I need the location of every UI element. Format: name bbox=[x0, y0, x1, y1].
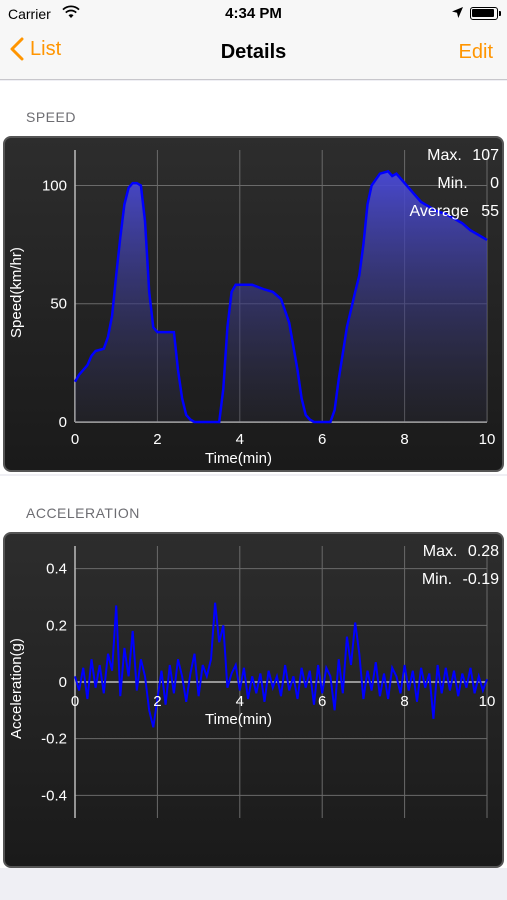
accel-y-tick-label: -0.2 bbox=[41, 731, 67, 748]
speed-max-label: Max. bbox=[427, 147, 462, 164]
edit-button[interactable]: Edit bbox=[458, 41, 493, 63]
speed-min-stat: Min. 0 bbox=[437, 175, 499, 192]
bottom-spacer bbox=[0, 868, 507, 900]
chevron-left-icon bbox=[10, 37, 24, 61]
speed-average-label: Average bbox=[409, 203, 468, 220]
speed-max-value: 107 bbox=[472, 147, 499, 164]
speed-average-value: 55 bbox=[481, 203, 499, 220]
accel-x-tick-label: 10 bbox=[479, 693, 496, 710]
speed-x-axis-label: Time(min) bbox=[205, 450, 272, 467]
acceleration-max-value: 0.28 bbox=[468, 543, 499, 560]
acceleration-min-stat: Min. -0.19 bbox=[422, 571, 499, 588]
accel-y-tick-label: 0.4 bbox=[46, 561, 67, 578]
carrier-label: Carrier bbox=[8, 6, 51, 22]
navigation-bar: List Details Edit bbox=[0, 28, 507, 80]
speed-section-header: SPEED bbox=[26, 109, 76, 125]
back-button-label: List bbox=[30, 37, 62, 60]
accel-x-tick-label: 2 bbox=[153, 693, 161, 710]
status-time: 4:34 PM bbox=[225, 5, 282, 22]
accel-y-tick-label: 0 bbox=[59, 674, 67, 691]
acceleration-section-header: ACCELERATION bbox=[26, 505, 140, 521]
acceleration-max-label: Max. bbox=[423, 543, 458, 560]
acceleration-y-axis-label: Acceleration(g) bbox=[8, 638, 25, 739]
acceleration-min-value: -0.19 bbox=[463, 571, 500, 588]
accel-y-tick-label: 0.2 bbox=[46, 617, 67, 634]
speed-series-line bbox=[73, 169, 488, 424]
speed-x-tick-label: 8 bbox=[400, 431, 408, 448]
speed-y-tick-label: 0 bbox=[59, 414, 67, 431]
acceleration-chart: 0 2 4 6 8 10 0.4 0.2 0 -0.2 -0.4 Time(min) Acceler… bbox=[3, 532, 504, 868]
accel-y-tick-label: -0.4 bbox=[41, 787, 67, 804]
page-title: Details bbox=[220, 41, 287, 63]
speed-x-tick-label: 4 bbox=[236, 431, 244, 448]
speed-x-tick-label: 2 bbox=[153, 431, 161, 448]
speed-x-tick-label: 6 bbox=[318, 431, 326, 448]
accel-x-tick-label: 8 bbox=[400, 693, 408, 710]
speed-min-label: Min. bbox=[437, 175, 467, 192]
speed-x-tick-label: 10 bbox=[479, 431, 496, 448]
status-bar: Carrier 4:34 PM bbox=[0, 0, 507, 28]
speed-y-tick-label: 100 bbox=[42, 177, 67, 194]
accel-x-tick-label: 4 bbox=[236, 693, 244, 710]
speed-average-stat: Average 55 bbox=[409, 203, 499, 220]
speed-y-axis-label: Speed(km/hr) bbox=[8, 247, 25, 338]
wifi-icon bbox=[62, 5, 80, 24]
acceleration-chart-canvas: 0 2 4 6 8 10 0.4 0.2 0 -0.2 -0.4 Time(min) Acceler… bbox=[8, 543, 499, 818]
acceleration-min-label: Min. bbox=[422, 571, 452, 588]
battery-icon bbox=[470, 7, 501, 20]
speed-max-stat: Max. 107 bbox=[427, 147, 499, 164]
back-button[interactable]: List bbox=[10, 37, 61, 61]
acceleration-x-axis-label: Time(min) bbox=[205, 711, 272, 728]
accel-x-tick-label: 0 bbox=[71, 693, 79, 710]
location-icon bbox=[451, 6, 464, 24]
accel-x-tick-label: 6 bbox=[318, 693, 326, 710]
speed-y-tick-label: 50 bbox=[50, 296, 67, 313]
speed-min-value: 0 bbox=[490, 175, 499, 192]
speed-x-tick-label: 0 bbox=[71, 431, 79, 448]
acceleration-max-stat: Max. 0.28 bbox=[423, 543, 499, 560]
speed-chart: 0 2 4 6 8 10 0 50 100 Time(min) Speed(km/hr) Max… bbox=[3, 136, 504, 472]
acceleration-series-line bbox=[74, 602, 488, 728]
speed-area-fill bbox=[75, 171, 487, 422]
